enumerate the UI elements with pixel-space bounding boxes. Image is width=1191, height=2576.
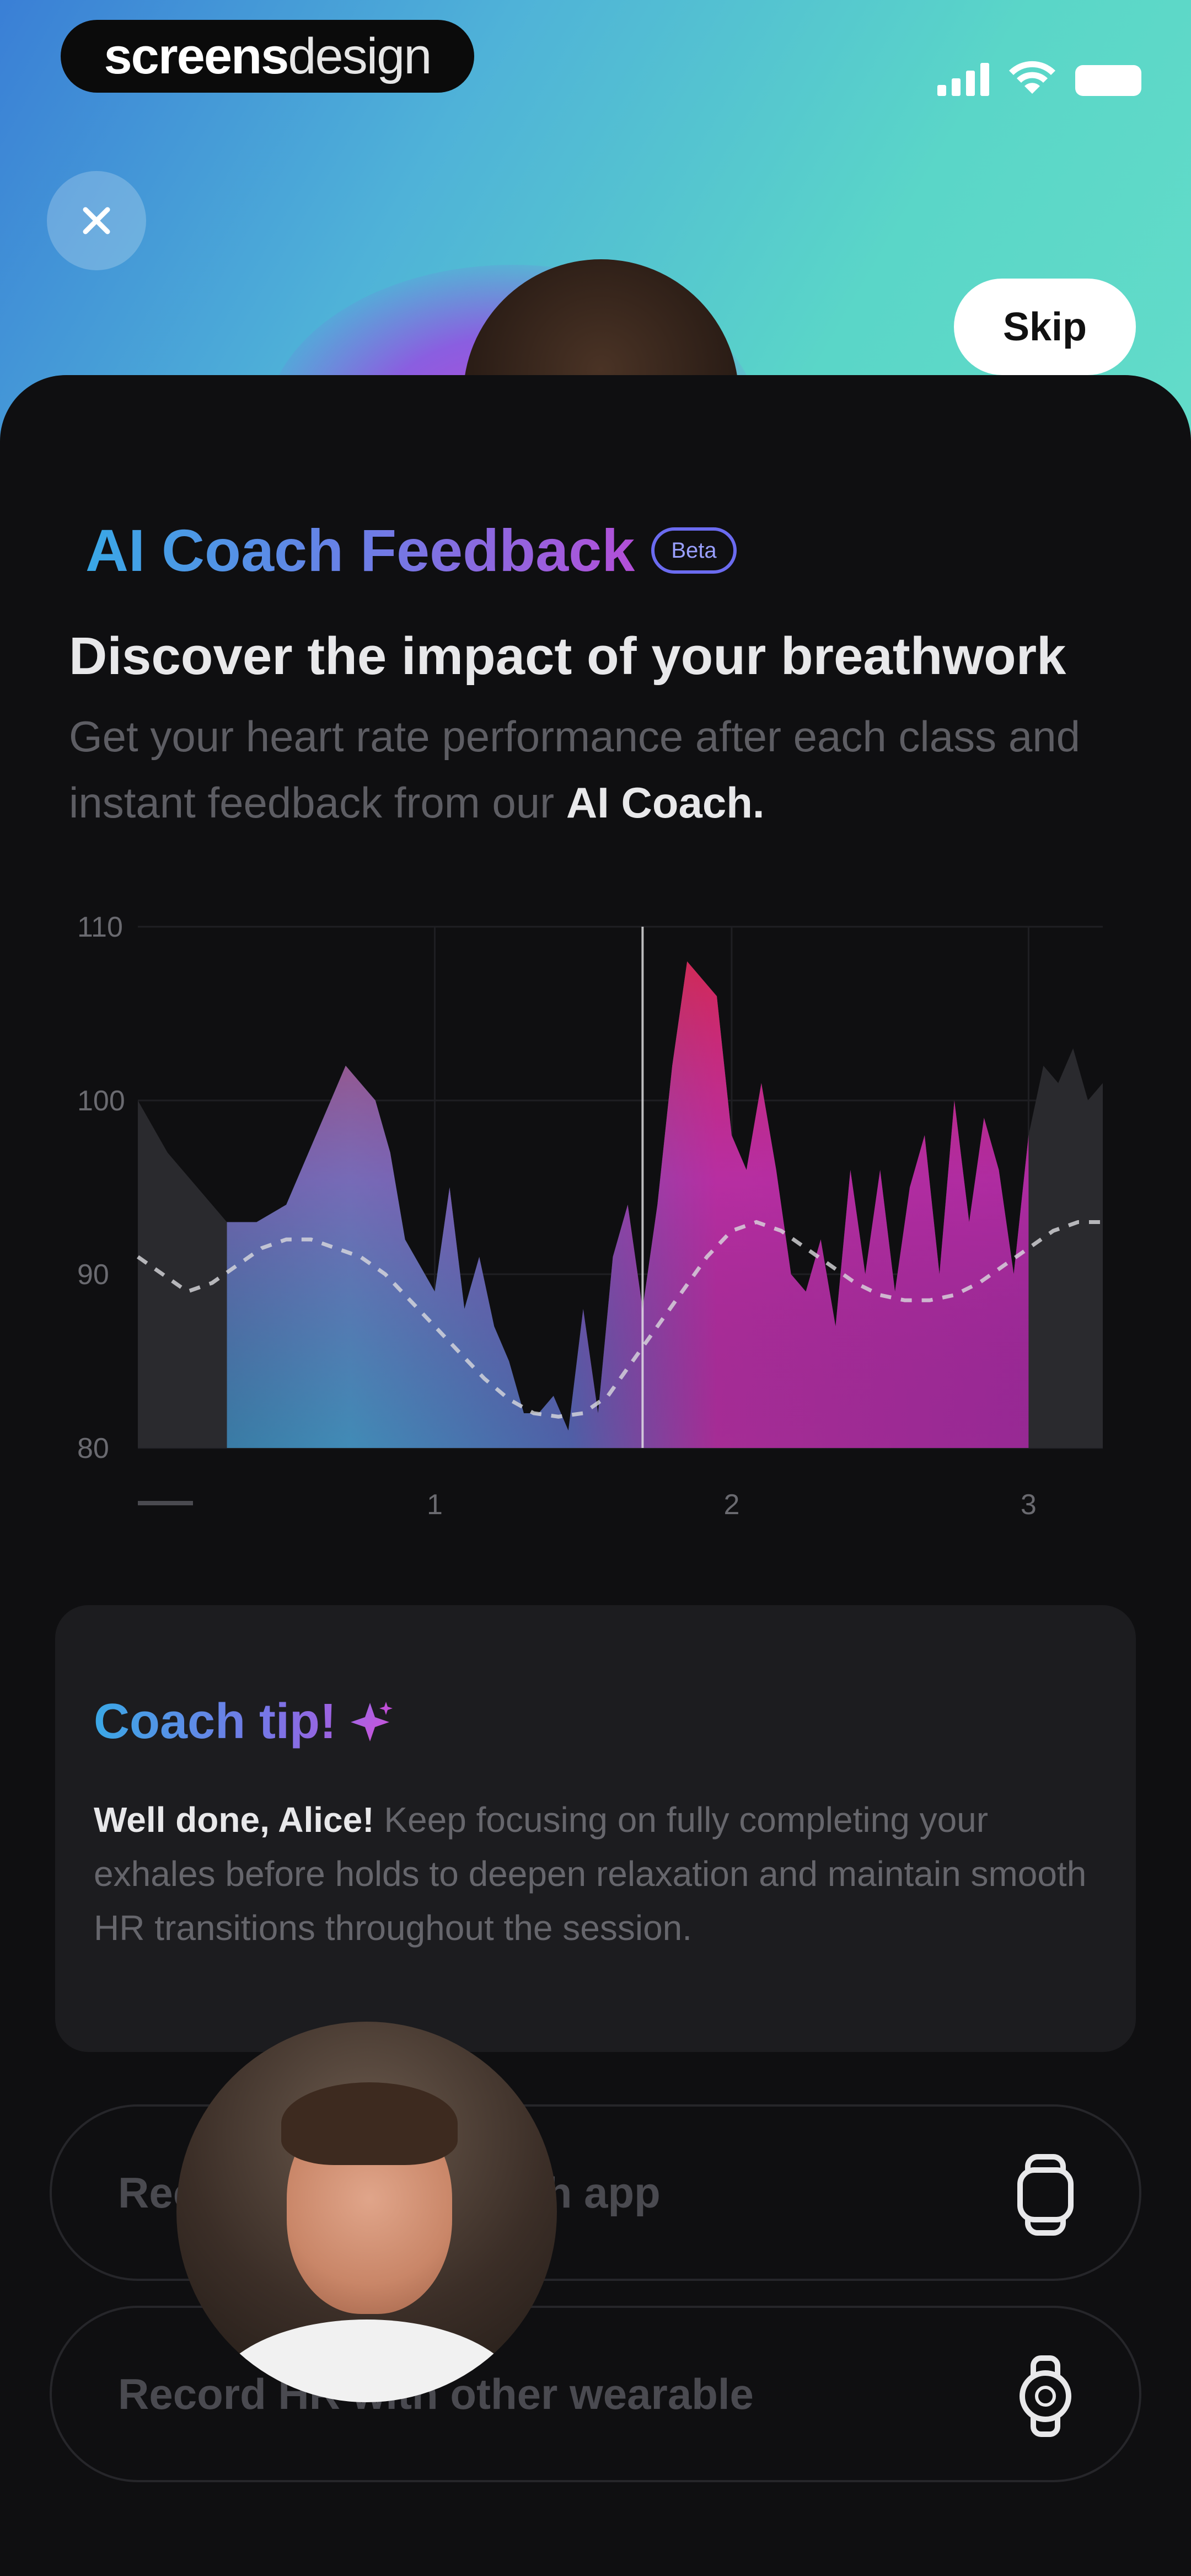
x-tick-label: 1 (427, 1489, 443, 1521)
subheadline-bold: AI Coach. (566, 778, 765, 827)
brand-bold: screens (104, 28, 289, 84)
sparkle-icon (350, 1701, 393, 1741)
subheadline-text: Get your heart rate performance after ea… (69, 712, 1080, 827)
x-tick-label: 2 (723, 1489, 739, 1521)
coach-tip-text: Well done, Alice! Keep focusing on fully… (94, 1793, 1097, 1955)
skip-button[interactable]: Skip (954, 279, 1136, 375)
subheadline: Get your heart rate performance after ea… (69, 703, 1144, 836)
hr-baseline-curve (136, 1220, 1103, 1419)
wifi-icon (1009, 61, 1055, 94)
watch-icon (1017, 2154, 1074, 2236)
y-tick-label: 90 (77, 1259, 109, 1291)
feedback-title-row: AI Coach Feedback Beta (85, 516, 737, 585)
hr-heat-area (227, 961, 1029, 1448)
y-tick-label: 100 (77, 1085, 125, 1117)
heart-rate-chart: 110 100 90 80 1 2 3 (77, 911, 1103, 1521)
close-button[interactable] (47, 171, 146, 270)
coach-tip-body: Keep focusing on fully completing your e… (94, 1800, 1087, 1948)
coach-tip-card (55, 1605, 1136, 2052)
presenter-hair (281, 2082, 458, 2165)
beta-badge: Beta (651, 527, 737, 574)
battery-icon (1075, 65, 1141, 96)
coach-tip-title: Coach tip! (94, 1693, 395, 1750)
coach-tip-title-text: Coach tip! (94, 1694, 336, 1749)
presenter-video-bubble (176, 2022, 557, 2402)
headline: Discover the impact of your breathwork (69, 627, 1066, 686)
y-tick-label: 80 (77, 1433, 109, 1465)
brand-watermark: screensdesign (61, 20, 474, 93)
presenter-shirt (210, 2320, 524, 2402)
y-tick-label: 110 (77, 911, 123, 943)
brand-light: design (288, 28, 432, 84)
feedback-title: AI Coach Feedback (85, 517, 635, 584)
close-icon (83, 207, 110, 234)
coach-tip-greeting: Well done, Alice! (94, 1800, 374, 1840)
status-bar (937, 61, 1141, 96)
signal-icon (937, 61, 989, 96)
smartwatch-icon (1020, 2355, 1071, 2437)
x-tick-label: 3 (1021, 1489, 1037, 1521)
